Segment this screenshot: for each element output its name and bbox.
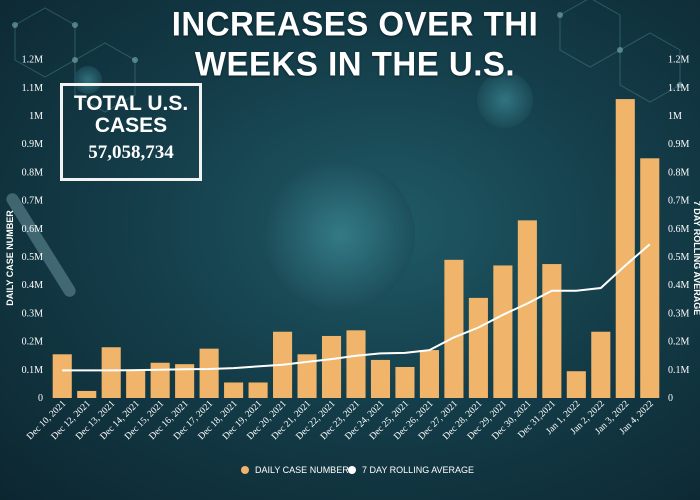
bar bbox=[395, 366, 415, 398]
y-axis-label-left: DAILY CASE NUMBER bbox=[5, 210, 15, 306]
y-tick-left: 1M bbox=[29, 111, 43, 122]
y-tick-left: 0.3M bbox=[22, 308, 44, 319]
bar bbox=[199, 348, 219, 398]
y-tick-left: 0.6M bbox=[22, 224, 44, 235]
bar bbox=[591, 331, 611, 398]
bar bbox=[52, 354, 72, 398]
y-tick-right: 0.6M bbox=[668, 224, 690, 235]
bar bbox=[224, 382, 244, 398]
y-tick-right: 0.4M bbox=[668, 280, 690, 291]
y-tick-left: 1.2M bbox=[22, 55, 44, 66]
y-tick-left: 0.9M bbox=[22, 139, 44, 150]
y-tick-left: 0.4M bbox=[22, 280, 44, 291]
total-cases-label: TOTAL U.S. CASES bbox=[73, 92, 189, 137]
bar bbox=[150, 362, 170, 398]
y-axis-label-right: 7 DAY ROLLING AVERAGE bbox=[692, 201, 700, 316]
y-tick-right: 0.1M bbox=[668, 365, 690, 376]
legend-label-average: 7 DAY ROLLING AVERAGE bbox=[362, 465, 474, 475]
bar bbox=[517, 220, 537, 398]
y-tick-right: 0.2M bbox=[668, 337, 690, 348]
page-title: INCREASES OVER THI WEEKS IN THE U.S. bbox=[171, 4, 539, 83]
legend-swatch-daily bbox=[241, 466, 249, 474]
y-tick-right: 0.5M bbox=[668, 252, 690, 263]
bar bbox=[77, 390, 97, 398]
bar bbox=[419, 350, 439, 398]
bar bbox=[542, 264, 562, 398]
bar bbox=[566, 371, 586, 398]
bar bbox=[615, 99, 635, 398]
y-tick-left: 0 bbox=[38, 393, 43, 404]
bar bbox=[493, 265, 513, 398]
y-tick-left: 0.5M bbox=[22, 252, 44, 263]
bar bbox=[321, 335, 342, 398]
bar bbox=[468, 297, 488, 398]
bar bbox=[346, 330, 366, 398]
bar bbox=[370, 359, 391, 398]
total-cases-value: 57,058,734 bbox=[88, 142, 174, 163]
bar bbox=[101, 347, 121, 398]
bar bbox=[640, 158, 660, 398]
legend-label-daily: DAILY CASE NUMBER bbox=[255, 465, 349, 475]
y-tick-right: 1.1M bbox=[668, 83, 690, 94]
y-tick-left: 0.1M bbox=[22, 365, 44, 376]
y-tick-right: 0.9M bbox=[668, 139, 690, 150]
bar bbox=[444, 259, 464, 398]
bar bbox=[126, 369, 146, 398]
y-tick-right: 1M bbox=[668, 111, 682, 122]
y-tick-right: 0 bbox=[668, 393, 673, 404]
y-tick-right: 1.2M bbox=[668, 55, 690, 66]
bar bbox=[175, 364, 195, 398]
y-tick-left: 0.8M bbox=[22, 167, 44, 178]
y-tick-left: 1.1M bbox=[22, 83, 44, 94]
y-tick-right: 0.7M bbox=[668, 196, 690, 207]
bar bbox=[297, 354, 317, 398]
legend-swatch-average bbox=[348, 466, 356, 474]
total-cases-box: TOTAL U.S. CASES 57,058,734 bbox=[60, 83, 202, 181]
bar bbox=[248, 382, 268, 398]
y-tick-left: 0.7M bbox=[22, 196, 44, 207]
y-tick-right: 0.3M bbox=[668, 308, 690, 319]
y-tick-left: 0.2M bbox=[22, 337, 44, 348]
y-tick-right: 0.8M bbox=[668, 167, 690, 178]
rolling-average-line bbox=[62, 243, 651, 372]
